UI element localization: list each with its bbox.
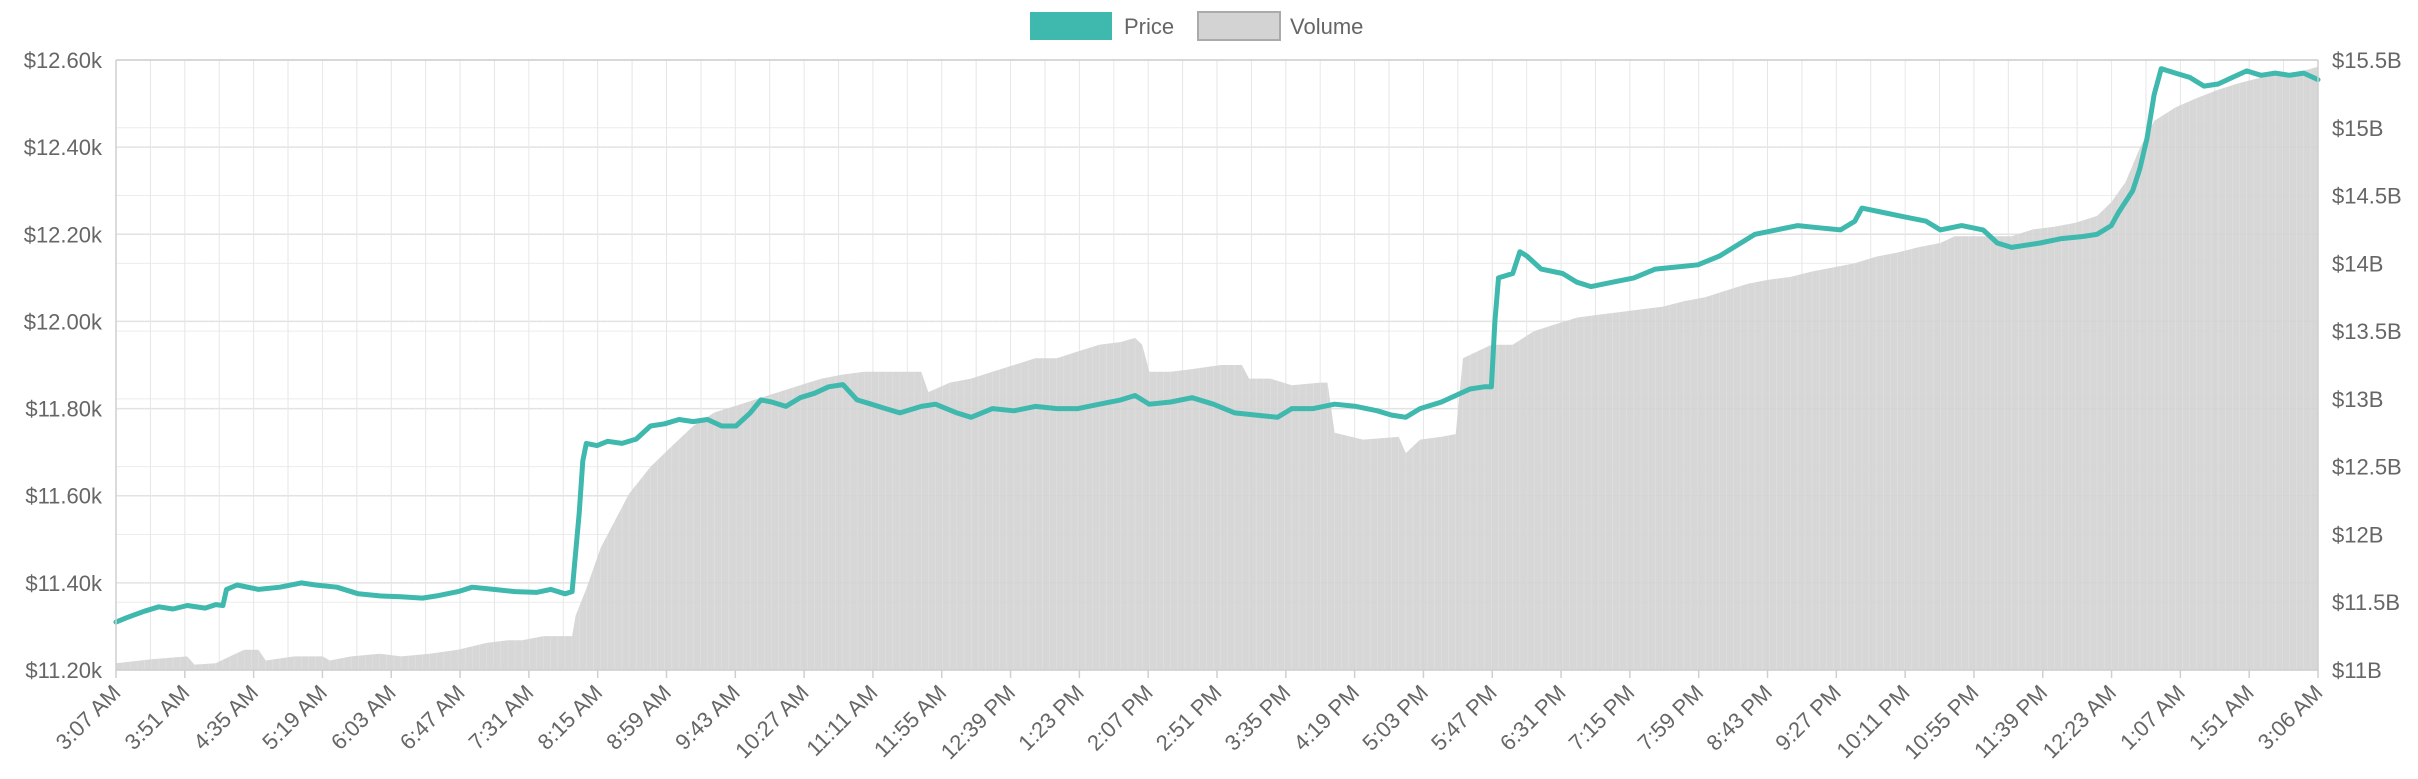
left-tick-label: $12.60k [24, 48, 103, 73]
right-tick-label: $12B [2332, 522, 2383, 547]
left-tick-label: $11.20k [25, 658, 103, 683]
x-tick-label: 1:51 AM [2184, 680, 2259, 755]
left-tick-label: $11.40k [25, 571, 103, 596]
x-tick-label: 3:51 AM [120, 680, 195, 755]
legend-item-volume[interactable]: Volume [1197, 11, 1363, 41]
x-tick-label: 3:07 AM [51, 680, 126, 755]
x-tick-label: 5:03 PM [1357, 680, 1433, 756]
x-tick-label: 6:47 AM [395, 680, 470, 755]
x-tick-label: 8:43 PM [1701, 680, 1777, 756]
x-tick-label: 7:59 PM [1633, 680, 1709, 756]
legend-price-swatch [1030, 12, 1112, 40]
x-tick-label: 10:55 PM [1899, 680, 1983, 764]
x-axis-ticks: 3:07 AM3:51 AM4:35 AM5:19 AM6:03 AM6:47 … [51, 670, 2328, 764]
right-axis-ticks: $11B $11.5B $12B $12.5B $13B $13.5B $14B $14.5B… [2332, 48, 2402, 683]
legend-volume-label: Volume [1290, 14, 1363, 39]
x-tick-label: 4:19 PM [1289, 680, 1365, 756]
left-tick-label: $12.20k [24, 222, 103, 247]
left-tick-label: $11.80k [25, 397, 103, 422]
right-tick-label: $14.5B [2332, 184, 2402, 209]
x-tick-label: 11:11 AM [801, 680, 882, 761]
x-tick-label: 11:39 PM [1969, 680, 2052, 763]
x-tick-label: 4:35 AM [188, 680, 263, 755]
right-tick-label: $15.5B [2332, 48, 2402, 73]
x-tick-label: 10:27 AM [730, 680, 813, 763]
volume-series [115, 60, 2319, 671]
x-tick-label: 3:06 AM [2253, 680, 2328, 755]
volume-area [116, 66, 2318, 671]
x-tick-label: 5:19 AM [257, 680, 332, 755]
x-tick-label: 1:07 AM [2115, 680, 2190, 755]
right-tick-label: $11B [2332, 658, 2382, 683]
right-tick-label: $12.5B [2332, 455, 2402, 480]
x-tick-label: 3:35 PM [1220, 680, 1296, 756]
price-line[interactable] [113, 66, 2321, 625]
x-tick-label: 2:51 PM [1151, 680, 1227, 756]
price-series [113, 66, 2321, 625]
right-tick-label: $14B [2332, 251, 2383, 276]
x-tick-label: 7:15 PM [1564, 680, 1640, 756]
left-tick-label: $11.60k [25, 484, 103, 509]
x-tick-label: 12:23 AM [2038, 680, 2121, 763]
left-tick-label: $12.40k [24, 135, 103, 160]
x-tick-label: 2:07 PM [1082, 680, 1158, 756]
x-tick-label: 8:15 AM [532, 680, 607, 755]
left-tick-label: $12.00k [24, 309, 103, 334]
x-tick-label: 8:59 AM [601, 680, 676, 755]
legend: Price Volume [1030, 11, 1363, 41]
left-axis-ticks: $11.20k $11.40k $11.60k $11.80k $12.00k $12.2… [24, 48, 103, 683]
right-tick-label: $13B [2332, 387, 2383, 412]
legend-item-price[interactable]: Price [1030, 12, 1174, 40]
legend-price-label: Price [1124, 14, 1174, 39]
right-tick-label: $13.5B [2332, 319, 2402, 344]
legend-volume-swatch [1197, 11, 1281, 41]
x-tick-label: 1:23 PM [1013, 680, 1089, 756]
right-tick-label: $15B [2332, 116, 2383, 141]
x-tick-label: 6:03 AM [326, 680, 401, 755]
x-tick-label: 12:39 PM [936, 680, 1020, 764]
x-tick-label: 6:31 PM [1495, 680, 1571, 756]
right-tick-label: $11.5B [2332, 590, 2400, 615]
x-tick-label: 5:47 PM [1426, 680, 1502, 756]
x-tick-label: 7:31 AM [464, 680, 539, 755]
